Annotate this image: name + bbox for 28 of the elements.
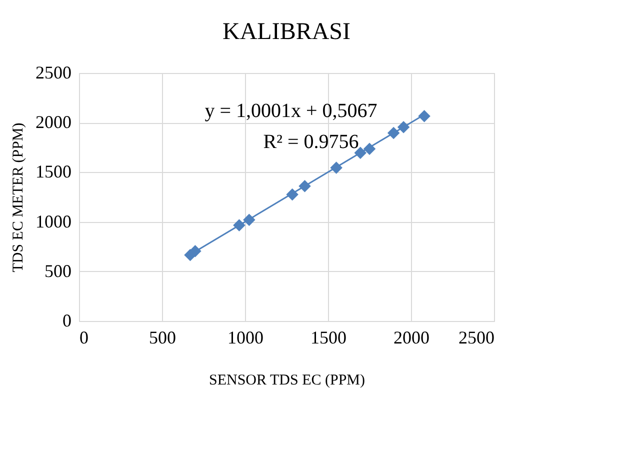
y-tick-label: 0 (62, 310, 72, 330)
point (298, 180, 311, 192)
annotation: R² = 0.9756 (263, 131, 359, 153)
point (243, 214, 256, 226)
y-tick-label: 2000 (36, 112, 72, 132)
point (354, 146, 366, 159)
x-tick-label: 500 (149, 328, 176, 348)
point (387, 126, 400, 140)
x-tick-label: 1500 (310, 328, 346, 348)
chart-title: KALIBRASI (222, 19, 351, 45)
annotation: y = 1,0001x + 0,5067 (204, 100, 378, 122)
point (397, 120, 410, 134)
y-axis-title: TDS EC METER (PPM) (10, 122, 26, 272)
y-tick-label: 2500 (36, 62, 72, 82)
x-axis-title: SENSOR TDS EC (PPM) (208, 372, 366, 388)
x-tick-label: 2000 (394, 328, 430, 348)
point (330, 162, 342, 174)
point (189, 244, 202, 258)
point (286, 188, 298, 201)
x-tick-label: 2500 (458, 328, 494, 348)
x-tick-label: 1000 (228, 328, 264, 348)
y-tick-label: 1000 (36, 211, 72, 232)
point (363, 142, 376, 156)
y-tick-label: 1500 (36, 162, 72, 182)
x-tick-label: 0 (80, 328, 88, 348)
point (418, 110, 430, 122)
y-tick-label: 500 (44, 260, 72, 281)
point (233, 219, 246, 232)
